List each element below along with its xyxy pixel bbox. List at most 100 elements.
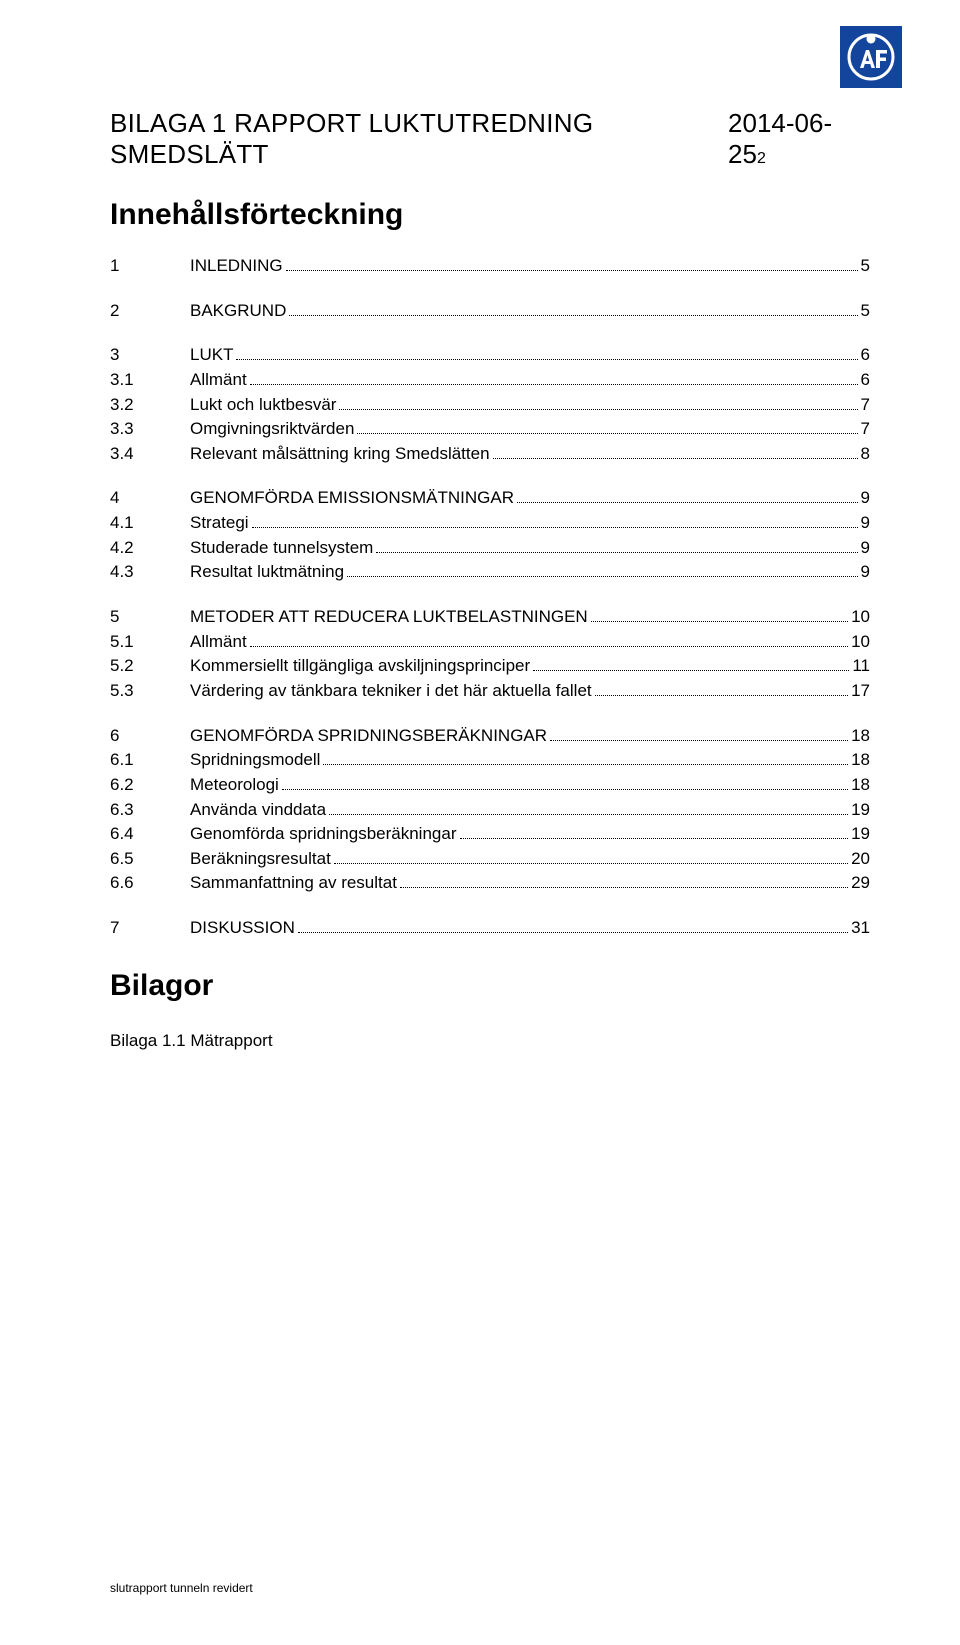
toc-row: 6.1Spridningsmodell 18 — [110, 748, 870, 773]
toc-number: 4.1 — [110, 511, 190, 536]
toc-page-number: 18 — [851, 748, 870, 773]
toc-leader-dots — [323, 764, 848, 765]
toc-label: Spridningsmodell — [190, 748, 320, 773]
toc-leader-dots — [517, 502, 858, 503]
toc-label: Relevant målsättning kring Smedslätten — [190, 442, 490, 467]
toc-page-number: 7 — [861, 393, 870, 418]
toc-row: 7DISKUSSION 31 — [110, 916, 870, 941]
toc-leader-dots — [400, 887, 848, 888]
toc-number: 4.2 — [110, 536, 190, 561]
toc-row: 2BAKGRUND5 — [110, 299, 870, 324]
date-main: 2014-06-25 — [728, 108, 832, 169]
toc-row: 3.2Lukt och luktbesvär 7 — [110, 393, 870, 418]
toc-number: 6 — [110, 724, 190, 749]
toc-number: 3.4 — [110, 442, 190, 467]
toc-page-number: 20 — [851, 847, 870, 872]
toc-number: 4.3 — [110, 560, 190, 585]
toc-leader-dots — [286, 270, 858, 271]
toc-page-number: 8 — [861, 442, 870, 467]
toc-label: Lukt och luktbesvär — [190, 393, 336, 418]
toc-page-number: 5 — [861, 299, 870, 324]
toc-label: INLEDNING — [190, 254, 283, 279]
toc-label: Värdering av tänkbara tekniker i det här… — [190, 679, 592, 704]
report-date: 2014-06-252 — [728, 108, 860, 170]
toc-row: 6.6Sammanfattning av resultat29 — [110, 871, 870, 896]
bilagor-heading: Bilagor — [110, 969, 870, 1003]
toc-page-number: 19 — [851, 798, 870, 823]
toc-leader-dots — [334, 863, 848, 864]
toc-number: 6.1 — [110, 748, 190, 773]
toc-group: 6GENOMFÖRDA SPRIDNINGSBERÄKNINGAR186.1Sp… — [110, 724, 870, 896]
toc-leader-dots — [289, 315, 857, 316]
toc-number: 1 — [110, 254, 190, 279]
date-suffix: 2 — [757, 150, 766, 167]
toc-number: 5.1 — [110, 630, 190, 655]
toc-page-number: 31 — [851, 916, 870, 941]
toc-number: 3 — [110, 343, 190, 368]
toc-page-number: 9 — [861, 560, 870, 585]
toc-leader-dots — [493, 458, 858, 459]
toc-page-number: 6 — [861, 343, 870, 368]
toc-number: 2 — [110, 299, 190, 324]
toc-label: GENOMFÖRDA EMISSIONSMÄTNINGAR — [190, 486, 514, 511]
footer-text: slutrapport tunneln revidert — [110, 1581, 253, 1595]
af-logo — [840, 26, 902, 88]
toc-row: 6.4Genomförda spridningsberäkningar19 — [110, 822, 870, 847]
toc-page-number: 18 — [851, 773, 870, 798]
table-of-contents: 1INLEDNING52BAKGRUND53LUKT63.1Allmänt63.… — [110, 254, 870, 941]
toc-leader-dots — [252, 527, 858, 528]
toc-number: 6.3 — [110, 798, 190, 823]
toc-number: 5.3 — [110, 679, 190, 704]
toc-page-number: 11 — [852, 654, 870, 679]
toc-leader-dots — [595, 695, 848, 696]
toc-leader-dots — [250, 384, 858, 385]
toc-label: DISKUSSION — [190, 916, 295, 941]
toc-number: 5.2 — [110, 654, 190, 679]
toc-label: LUKT — [190, 343, 233, 368]
toc-row: 4GENOMFÖRDA EMISSIONSMÄTNINGAR9 — [110, 486, 870, 511]
toc-leader-dots — [376, 552, 857, 553]
toc-row: 3LUKT 6 — [110, 343, 870, 368]
toc-number: 5 — [110, 605, 190, 630]
toc-page-number: 10 — [851, 630, 870, 655]
toc-number: 6.2 — [110, 773, 190, 798]
toc-row: 6GENOMFÖRDA SPRIDNINGSBERÄKNINGAR 18 — [110, 724, 870, 749]
toc-row: 3.1Allmänt6 — [110, 368, 870, 393]
toc-page-number: 10 — [851, 605, 870, 630]
toc-label: Studerade tunnelsystem — [190, 536, 373, 561]
toc-label: Sammanfattning av resultat — [190, 871, 397, 896]
toc-number: 4 — [110, 486, 190, 511]
toc-page-number: 9 — [861, 536, 870, 561]
toc-page-number: 18 — [851, 724, 870, 749]
toc-number: 6.5 — [110, 847, 190, 872]
toc-row: 4.2Studerade tunnelsystem 9 — [110, 536, 870, 561]
toc-leader-dots — [250, 646, 848, 647]
toc-row: 6.2Meteorologi18 — [110, 773, 870, 798]
toc-leader-dots — [298, 932, 848, 933]
toc-row: 6.3Använda vinddata19 — [110, 798, 870, 823]
toc-leader-dots — [460, 838, 849, 839]
toc-label: METODER ATT REDUCERA LUKTBELASTNINGEN — [190, 605, 588, 630]
toc-number: 3.1 — [110, 368, 190, 393]
toc-row: 3.4Relevant målsättning kring Smedslätte… — [110, 442, 870, 467]
toc-group: 3LUKT 63.1Allmänt63.2Lukt och luktbesvär 7… — [110, 343, 870, 466]
toc-page-number: 17 — [851, 679, 870, 704]
toc-leader-dots — [347, 576, 858, 577]
toc-row: 6.5Beräkningsresultat 20 — [110, 847, 870, 872]
toc-row: 3.3Omgivningsriktvärden7 — [110, 417, 870, 442]
toc-number: 7 — [110, 916, 190, 941]
toc-row: 4.1Strategi9 — [110, 511, 870, 536]
toc-number: 6.4 — [110, 822, 190, 847]
toc-heading: Innehållsförteckning — [110, 198, 870, 232]
toc-leader-dots — [282, 789, 848, 790]
toc-number: 3.2 — [110, 393, 190, 418]
toc-leader-dots — [357, 433, 857, 434]
toc-label: Beräkningsresultat — [190, 847, 331, 872]
toc-leader-dots — [550, 740, 848, 741]
toc-group: 7DISKUSSION 31 — [110, 916, 870, 941]
toc-page-number: 5 — [861, 254, 870, 279]
toc-label: GENOMFÖRDA SPRIDNINGSBERÄKNINGAR — [190, 724, 547, 749]
toc-label: Resultat luktmätning — [190, 560, 344, 585]
toc-row: 5.1Allmänt10 — [110, 630, 870, 655]
toc-leader-dots — [533, 670, 849, 671]
